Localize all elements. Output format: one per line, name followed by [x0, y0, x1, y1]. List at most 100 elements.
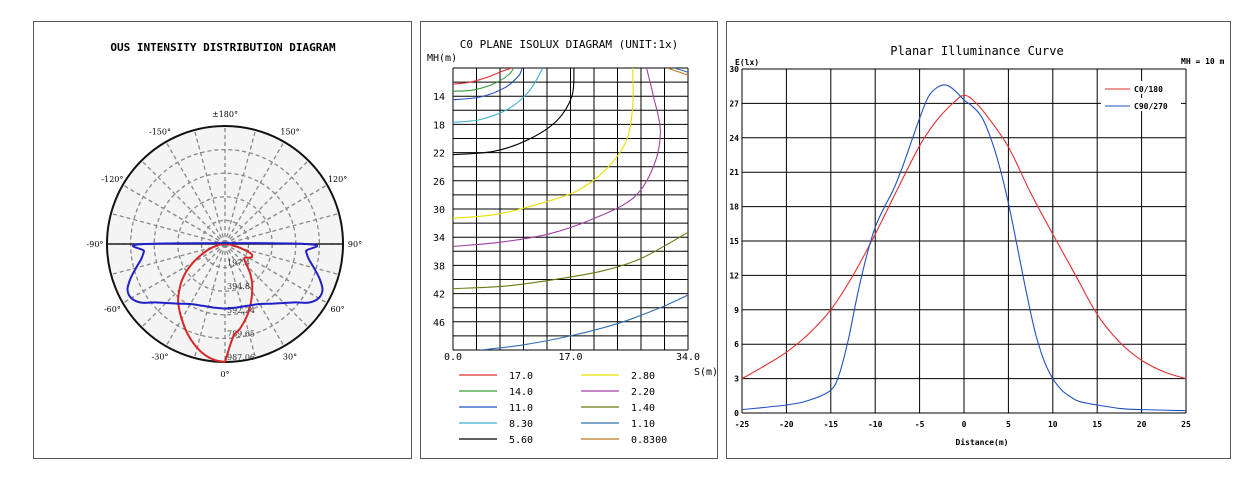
isolux-isoline [453, 68, 661, 247]
illuminance-x-tick: 20 [1137, 420, 1147, 429]
polar-spoke [141, 243, 226, 328]
illuminance-y-label: E(lx) [735, 58, 759, 67]
polar-radial-label: 394.8 [227, 282, 250, 291]
illuminance-legend-bg [1101, 98, 1181, 111]
illuminance-y-tick: 6 [734, 340, 739, 349]
isolux-x-tick: 34.0 [676, 352, 700, 363]
isolux-x-tick: 17.0 [558, 352, 582, 363]
illuminance-x-tick: -10 [868, 420, 883, 429]
illuminance-y-tick: 18 [729, 203, 739, 212]
polar-spoke [193, 129, 226, 245]
isolux-isoline [453, 68, 544, 123]
isolux-isoline [453, 68, 515, 92]
isolux-legend-label: 1.40 [631, 403, 655, 414]
illuminance-y-tick: 27 [729, 99, 739, 108]
polar-spoke [224, 160, 309, 245]
illuminance-x-tick: 0 [962, 420, 967, 429]
polar-angle-label: 60° [330, 305, 344, 314]
isolux-isoline [667, 68, 688, 76]
isolux-isoline [453, 68, 523, 101]
polar-spoke [165, 243, 226, 347]
isolux-panel: C0 PLANE ISOLUX DIAGRAM (UNIT:1x) MH(m) … [420, 21, 718, 459]
illuminance-x-tick: 25 [1181, 420, 1191, 429]
illuminance-series-C90-270 [741, 84, 1187, 412]
polar-spoke [224, 243, 257, 359]
illuminance-x-tick: 5 [1006, 420, 1011, 429]
isolux-chart: C0 PLANE ISOLUX DIAGRAM (UNIT:1x) MH(m) … [427, 38, 718, 446]
illuminance-x-tick: 10 [1048, 420, 1058, 429]
polar-radial-label: 197.4 [227, 259, 250, 268]
polar-angle-label: 0° [220, 370, 229, 379]
isolux-y-tick: 26 [433, 177, 445, 188]
illuminance-x-tick: -5 [915, 420, 925, 429]
isolux-y-tick: 38 [433, 261, 445, 272]
polar-spoke [224, 243, 285, 347]
illuminance-x-tick: -15 [824, 420, 839, 429]
polar-spoke [122, 243, 226, 304]
isolux-y-tick: 18 [433, 120, 445, 131]
isolux-isoline [453, 68, 512, 85]
polar-angle-label: -30° [152, 353, 169, 362]
illuminance-x-tick: -20 [779, 420, 794, 429]
polar-angle-label: 120° [328, 175, 347, 184]
polar-angle-label: -150° [149, 127, 171, 136]
illuminance-y-tick: 3 [734, 375, 739, 384]
polar-spoke [141, 160, 226, 245]
illuminance-y-tick: 21 [729, 168, 739, 177]
illuminance-y-tick: 0 [734, 409, 739, 418]
polar-spoke [224, 243, 309, 328]
isolux-y-tick: 30 [433, 205, 445, 216]
isolux-isoline [453, 231, 688, 290]
isolux-y-tick: 42 [433, 290, 445, 301]
isolux-legend-label: 0.8300 [631, 435, 667, 446]
polar-angle-label: ±180° [212, 110, 238, 119]
polar-radial-label: 987.06 [227, 353, 255, 362]
polar-radial-label: 789.65 [227, 329, 255, 338]
polar-spoke [224, 129, 257, 245]
polar-angle-label: -90° [87, 240, 104, 249]
isolux-y-tick: 46 [433, 318, 445, 329]
illuminance-chart: Planar Illuminance Curve MH = 10 m E(lx)… [729, 44, 1225, 447]
polar-chart: OUS INTENSITY DISTRIBUTION DIAGRAM ±180°… [87, 41, 363, 379]
illuminance-panel: Planar Illuminance Curve MH = 10 m E(lx)… [726, 21, 1231, 459]
illuminance-y-tick: 9 [734, 306, 739, 315]
illuminance-annotation: MH = 10 m [1181, 57, 1225, 66]
polar-angle-label: 30° [283, 353, 297, 362]
illuminance-title: Planar Illuminance Curve [890, 44, 1063, 58]
isolux-isoline [674, 68, 688, 73]
isolux-x-label: S(m) [694, 367, 718, 378]
polar-spoke [110, 212, 226, 245]
illuminance-legend-bg [1101, 81, 1181, 94]
polar-title: OUS INTENSITY DISTRIBUTION DIAGRAM [110, 41, 336, 54]
isolux-isoline [453, 68, 634, 219]
illuminance-y-tick: 30 [729, 65, 739, 74]
polar-spoke [165, 141, 226, 245]
illuminance-y-tick: 24 [729, 134, 739, 143]
isolux-isoline [480, 294, 688, 350]
isolux-y-tick: 34 [433, 233, 445, 244]
illuminance-x-label: Distance(m) [956, 437, 1009, 447]
polar-spoke [224, 212, 340, 245]
isolux-legend-label: 2.80 [631, 371, 655, 382]
polar-angle-label: 90° [348, 240, 362, 249]
polar-angle-label: -120° [101, 175, 123, 184]
illuminance-y-tick: 15 [729, 237, 739, 246]
illuminance-legend-label: C90/270 [1134, 102, 1168, 111]
polar-spoke [193, 243, 226, 359]
isolux-legend-label: 14.0 [509, 387, 533, 398]
isolux-legend-label: 8.30 [509, 419, 533, 430]
polar-spoke [110, 243, 226, 276]
isolux-y-tick: 14 [433, 92, 445, 103]
illuminance-y-tick: 12 [729, 271, 739, 280]
illuminance-x-tick: -25 [735, 420, 750, 429]
illuminance-series-C0-180 [741, 94, 1187, 380]
polar-series-C90-270 [126, 242, 324, 310]
isolux-isoline [453, 68, 575, 156]
isolux-legend-label: 1.10 [631, 419, 655, 430]
polar-radial-label: 592.24 [227, 306, 255, 315]
isolux-y-label: MH(m) [427, 53, 457, 64]
isolux-legend-label: 11.0 [509, 403, 533, 414]
isolux-legend-label: 5.60 [509, 435, 533, 446]
polar-spoke [224, 141, 285, 245]
isolux-x-tick: 0.0 [444, 352, 462, 363]
